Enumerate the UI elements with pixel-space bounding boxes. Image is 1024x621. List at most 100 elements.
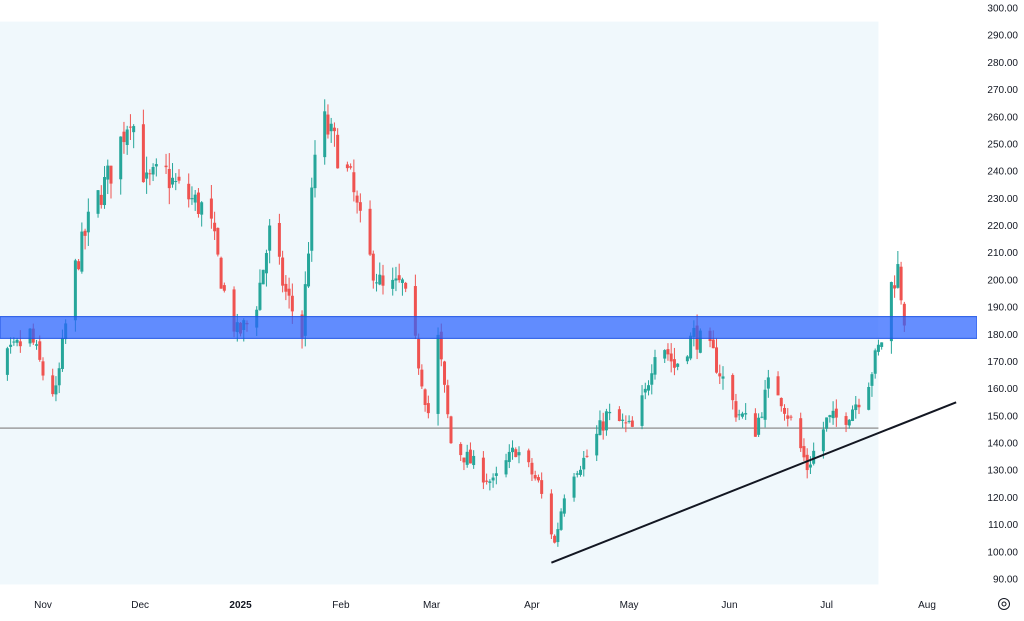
candle-body xyxy=(553,535,557,543)
candle-body xyxy=(585,455,589,457)
candle xyxy=(507,444,511,469)
candle-body xyxy=(378,274,382,285)
candle-body xyxy=(507,451,511,463)
candle xyxy=(352,159,356,202)
candle xyxy=(783,404,787,421)
candle-body xyxy=(763,389,767,420)
candle xyxy=(323,99,327,165)
y-tick-label: 290.00 xyxy=(987,31,1018,42)
candle-body xyxy=(336,134,340,169)
candle xyxy=(284,275,288,301)
candle-body xyxy=(630,420,634,427)
candle xyxy=(734,393,738,422)
candle xyxy=(15,338,19,347)
candle-body xyxy=(381,275,385,286)
candle xyxy=(893,275,897,298)
candle xyxy=(465,444,469,468)
candle-body xyxy=(446,385,450,415)
candle xyxy=(549,489,553,540)
candle-body xyxy=(812,450,816,464)
candle xyxy=(821,421,825,459)
candle-body xyxy=(494,473,498,476)
zone-rect[interactable] xyxy=(0,316,978,339)
candle xyxy=(799,412,803,452)
price-axis[interactable]: 300.00 290.00 280.00 270.00 260.00 250.00 240.… xyxy=(977,0,1024,616)
candle-body xyxy=(5,348,9,375)
candle-body xyxy=(672,359,676,368)
candle-body xyxy=(663,350,667,359)
candle-body xyxy=(41,361,45,376)
candle xyxy=(763,379,767,428)
candle-body xyxy=(368,208,372,255)
candle-body xyxy=(436,334,440,414)
candle-body xyxy=(439,331,443,360)
candle-body xyxy=(889,282,893,342)
gear-icon[interactable] xyxy=(996,596,1012,612)
candle xyxy=(190,186,194,205)
candle xyxy=(193,189,197,211)
candle xyxy=(598,410,602,436)
candle xyxy=(579,465,583,477)
candle xyxy=(219,256,223,289)
candle-body xyxy=(582,457,586,470)
candle-body xyxy=(51,375,55,395)
candle xyxy=(96,190,100,218)
candle xyxy=(786,408,790,427)
candle-body xyxy=(896,264,900,288)
candle-body xyxy=(426,403,430,414)
candle-body xyxy=(789,416,793,418)
candle xyxy=(277,213,281,265)
candle xyxy=(86,198,90,246)
candle-body xyxy=(825,417,829,429)
candle xyxy=(41,357,45,381)
trendline[interactable] xyxy=(551,401,957,564)
candle-body xyxy=(579,469,583,475)
candle-body xyxy=(718,373,722,377)
candle-body xyxy=(287,288,291,296)
support-resistance-zone[interactable] xyxy=(0,316,978,339)
candle xyxy=(54,376,58,402)
candle xyxy=(174,173,178,191)
candle xyxy=(854,395,858,419)
candle xyxy=(355,190,359,214)
candle-body xyxy=(880,342,884,347)
candle xyxy=(459,442,463,462)
candle-body xyxy=(349,166,353,168)
candle xyxy=(5,346,9,381)
candle xyxy=(640,385,644,430)
candle xyxy=(332,122,336,147)
candle xyxy=(536,474,540,483)
trendline-mark[interactable] xyxy=(551,401,957,564)
candle-body xyxy=(375,282,379,284)
candle-body xyxy=(627,420,631,422)
candle-body xyxy=(307,253,311,287)
candle-body xyxy=(122,131,126,143)
candle-body xyxy=(99,194,103,205)
candle-body xyxy=(867,386,871,410)
candle-body xyxy=(371,253,375,281)
candle xyxy=(171,163,175,188)
candle-body xyxy=(109,165,113,184)
candle-body xyxy=(167,168,171,189)
candle xyxy=(349,163,353,170)
candle-body xyxy=(103,177,107,206)
y-tick-label: 260.00 xyxy=(987,112,1018,123)
candle xyxy=(595,425,599,462)
candle-body xyxy=(621,419,625,421)
candle-body xyxy=(35,344,39,346)
candle xyxy=(397,263,401,283)
candle-body xyxy=(766,377,770,389)
candle-body xyxy=(653,357,657,375)
candle xyxy=(468,442,472,464)
candle xyxy=(9,337,13,354)
candle-body xyxy=(595,433,599,456)
candle-body xyxy=(851,409,855,421)
y-tick-label: 150.00 xyxy=(987,411,1018,422)
candle-body xyxy=(268,225,272,251)
time-axis[interactable]: Nov Dec 2025 Feb Mar Apr May Jun Jul Aug xyxy=(34,600,936,611)
candle xyxy=(899,261,903,305)
candle-body xyxy=(151,166,155,175)
candle xyxy=(119,136,123,195)
